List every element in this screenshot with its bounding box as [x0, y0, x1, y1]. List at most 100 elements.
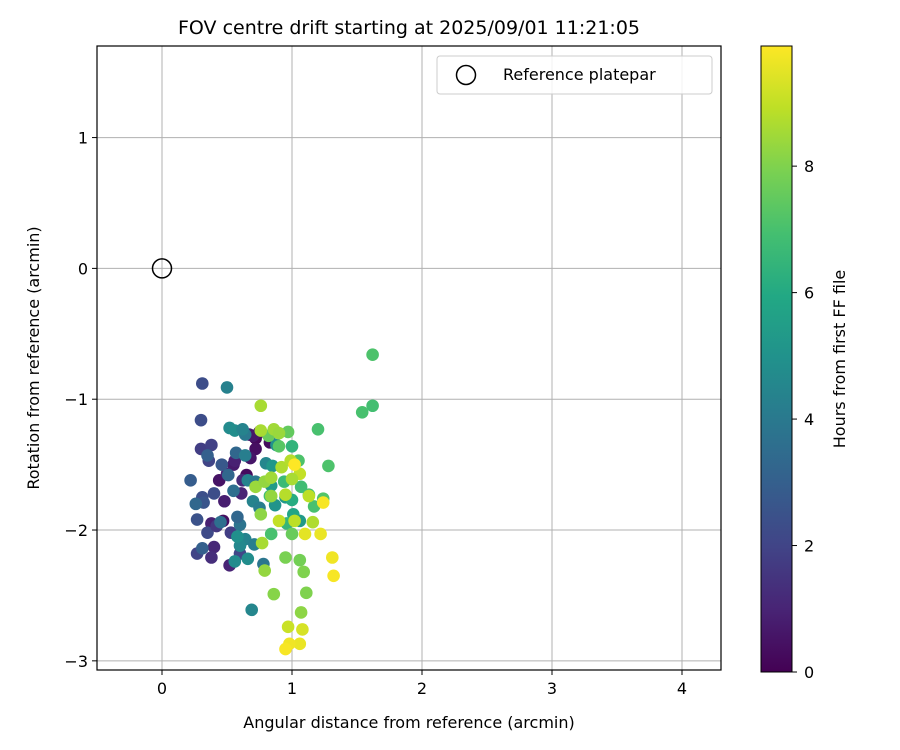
data-point — [249, 480, 262, 494]
data-point — [254, 508, 268, 521]
data-point — [275, 460, 288, 474]
data-point — [201, 449, 214, 462]
data-point — [272, 514, 286, 528]
data-point — [300, 586, 313, 600]
x-tick-label: 0 — [157, 679, 167, 698]
x-tick-label: 4 — [677, 679, 687, 698]
data-point — [205, 551, 218, 564]
data-point — [264, 471, 278, 484]
data-point — [249, 442, 262, 456]
colorbar — [760, 45, 793, 673]
data-point — [207, 487, 221, 500]
legend: Reference platepar — [436, 55, 713, 95]
data-point — [285, 440, 299, 453]
x-tick-label: 2 — [417, 679, 427, 698]
data-point — [231, 510, 244, 524]
data-point — [201, 526, 214, 539]
data-point — [220, 381, 234, 394]
data-point — [228, 555, 242, 568]
x-axis-title: Angular distance from reference (arcmin) — [243, 713, 574, 732]
data-point — [366, 399, 379, 413]
data-point — [196, 542, 209, 555]
data-point — [196, 377, 209, 390]
data-point — [189, 497, 203, 511]
data-point — [222, 468, 235, 482]
colorbar-ticks: 0 2 4 6 8 — [792, 157, 814, 682]
legend-marker-circle-icon — [455, 64, 477, 86]
y-tick-label: 0 — [78, 259, 88, 278]
data-point — [296, 623, 309, 636]
legend-box — [436, 55, 713, 95]
data-point — [184, 474, 197, 487]
data-point — [322, 459, 335, 473]
data-point — [285, 472, 299, 486]
data-point — [294, 606, 308, 619]
data-point — [218, 494, 231, 508]
data-point — [288, 458, 301, 471]
grid — [97, 46, 721, 670]
data-point — [366, 348, 379, 362]
legend-label: Reference platepar — [503, 65, 656, 84]
x-tick-label: 3 — [547, 679, 557, 698]
data-point — [205, 438, 218, 452]
colorbar-tick-label: 2 — [804, 537, 814, 556]
data-point — [245, 603, 258, 617]
data-point — [302, 489, 316, 503]
data-point — [294, 480, 308, 494]
plot-frame — [96, 45, 722, 671]
data-point — [241, 552, 255, 566]
reference-platepar-marker — [151, 258, 173, 279]
data-point — [236, 422, 249, 436]
data-point — [293, 637, 307, 651]
data-point — [264, 527, 278, 541]
data-point — [279, 551, 292, 564]
colorbar-tick-label: 0 — [804, 663, 814, 682]
data-points — [184, 348, 379, 656]
data-point — [327, 569, 340, 583]
data-point — [272, 426, 286, 440]
colorbar-tick-label: 6 — [804, 284, 814, 303]
data-point — [293, 553, 307, 567]
data-point — [326, 551, 339, 564]
data-point — [255, 536, 269, 550]
data-point — [194, 413, 208, 427]
data-point — [288, 514, 301, 528]
chart-title: FOV centre drift starting at 2025/09/01 … — [178, 17, 640, 39]
data-point — [267, 587, 281, 601]
data-point — [227, 484, 240, 498]
data-point — [314, 527, 327, 541]
data-point — [298, 527, 312, 541]
data-point — [254, 424, 268, 437]
data-point — [311, 422, 325, 436]
data-point — [316, 496, 330, 509]
colorbar-tick-label: 8 — [804, 157, 814, 176]
data-point — [254, 399, 268, 413]
data-point — [306, 515, 320, 529]
data-point — [264, 489, 278, 503]
data-point — [231, 530, 244, 543]
data-point — [238, 449, 252, 462]
y-tick-label: −1 — [64, 390, 88, 409]
x-tick-label: 1 — [287, 679, 297, 698]
colorbar-title: Hours from first FF file — [830, 270, 849, 449]
data-point — [214, 515, 227, 529]
y-tick-label: −2 — [64, 521, 88, 540]
y-tick-label: 1 — [78, 129, 88, 148]
data-point — [190, 513, 204, 526]
x-axis-ticks: 0 1 2 3 4 — [157, 670, 687, 698]
reference-marker-layer — [151, 258, 173, 279]
data-point — [279, 642, 292, 656]
data-point — [207, 540, 221, 554]
y-axis-ticks: 1 0 −1 −2 −3 — [64, 129, 97, 671]
y-tick-label: −3 — [64, 652, 88, 671]
colorbar-tick-label: 4 — [804, 410, 814, 429]
data-point — [297, 565, 311, 579]
data-point — [258, 564, 272, 577]
y-axis-title: Rotation from reference (arcmin) — [24, 226, 43, 489]
data-point — [279, 488, 292, 502]
data-point — [285, 527, 299, 541]
data-point — [215, 458, 229, 471]
data-point — [355, 405, 369, 419]
